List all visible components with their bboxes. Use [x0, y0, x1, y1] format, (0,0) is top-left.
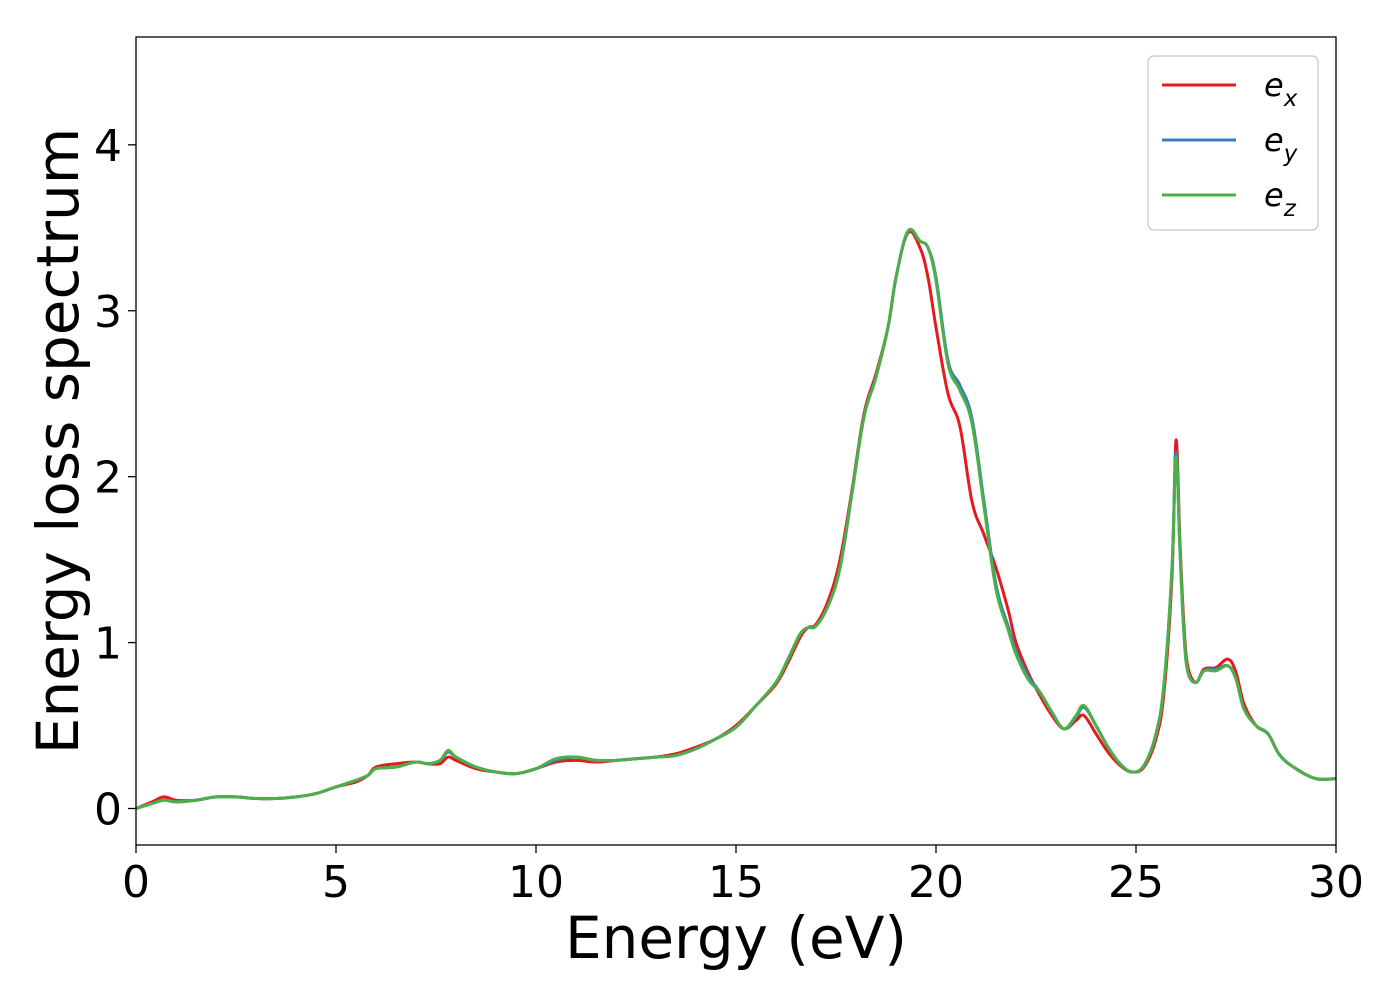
y-tick-label: 4: [94, 121, 122, 172]
x-tick-label: 30: [1308, 857, 1364, 908]
y-axis-label: Energy loss spectrum: [24, 128, 92, 754]
x-axis-ticks: 0 5 10 15 20 25 30: [122, 845, 1364, 908]
legend-entry: ey: [1264, 121, 1298, 167]
legend: ex ey ez: [1147, 55, 1319, 231]
x-tick-label: 10: [508, 857, 564, 908]
series-layer: [136, 227, 1336, 810]
x-tick-label: 25: [1108, 857, 1164, 908]
legend-box: [1147, 55, 1319, 231]
series-line-e-x: [136, 230, 1336, 810]
y-tick-label: 0: [94, 784, 122, 835]
y-axis-ticks: 0 1 2 3 4: [94, 121, 136, 835]
y-tick-label: 2: [94, 453, 122, 504]
legend-entry: ex: [1264, 66, 1298, 112]
legend-entry: ez: [1264, 176, 1297, 222]
x-tick-label: 15: [708, 857, 764, 908]
y-tick-label: 1: [94, 619, 122, 670]
x-tick-label: 5: [322, 857, 350, 908]
x-tick-label: 0: [122, 857, 150, 908]
series-line-e-z: [136, 227, 1336, 810]
series-line-e-y: [136, 227, 1336, 810]
x-axis-label: Energy (eV): [565, 904, 907, 972]
y-tick-label: 3: [94, 287, 122, 338]
x-tick-label: 20: [908, 857, 964, 908]
